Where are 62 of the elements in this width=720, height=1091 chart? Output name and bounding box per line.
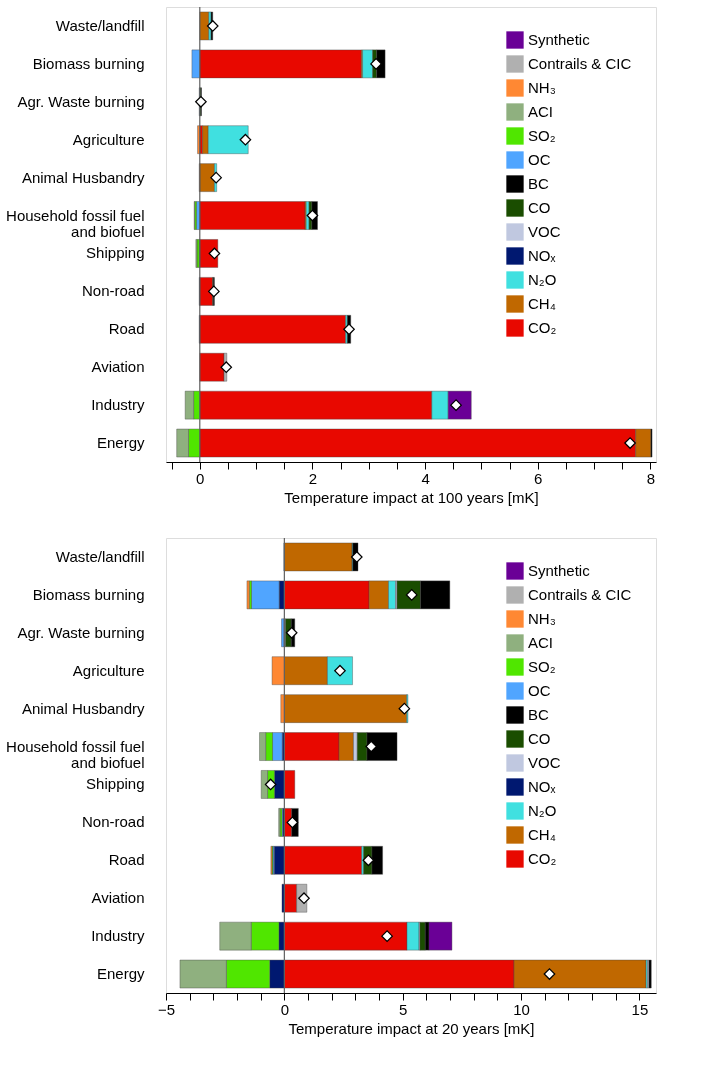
y-tick-label: Agr. Waste burning <box>17 92 145 110</box>
legend-label: Synthetic <box>528 562 591 579</box>
y-tick-label: Shipping <box>86 244 145 262</box>
x-tick-label: 4 <box>421 469 430 487</box>
y-tick-label: Biomass burning <box>32 585 145 603</box>
x-tick-label: 0 <box>280 1000 290 1018</box>
legend-label: Contrails & CIC <box>528 586 632 603</box>
y-tick-label: Industry <box>91 396 145 414</box>
y-tick-label: Waste/landfill <box>55 16 145 34</box>
legend-label: ACI <box>528 103 554 120</box>
legend-label: OC <box>528 682 551 699</box>
y-tick-label: Aviation <box>91 889 145 907</box>
legend-label: NH₃ <box>528 610 556 627</box>
y-tick-label: Waste/landfill <box>55 547 145 565</box>
x-tick-label: 10 <box>513 1000 530 1018</box>
legend-label: OC <box>528 151 551 168</box>
x-tick-label: 15 <box>631 1000 649 1018</box>
x-tick-label: 6 <box>534 469 543 487</box>
y-tick-label: Shipping <box>86 775 145 793</box>
x-axis-title: Temperature impact at 20 years [mK] <box>288 1019 535 1037</box>
x-tick-label: 5 <box>399 1000 408 1018</box>
legend-label: VOC <box>528 223 561 240</box>
y-tick-label: Non-road <box>81 813 145 831</box>
y-tick-label: Road <box>108 851 145 869</box>
legend-label: N₂O <box>528 271 557 288</box>
legend-label: BC <box>528 706 549 723</box>
legend-label: VOC <box>528 754 561 771</box>
legend-label: ACI <box>528 634 554 651</box>
legend-label: CO <box>528 730 551 747</box>
y-tick-label: Animal Husbandry <box>21 168 145 186</box>
legend-label: CH₄ <box>528 295 556 312</box>
legend-label: Contrails & CIC <box>528 55 632 72</box>
legend-label: CO <box>528 199 551 216</box>
x-tick-label: 8 <box>646 469 656 487</box>
legend-label: CO₂ <box>528 319 557 336</box>
y-tick-label: Household fossil fuel and biofuel <box>6 737 145 771</box>
legend-label: BC <box>528 175 549 192</box>
legend-label: NH₃ <box>528 79 556 96</box>
y-tick-label: Aviation <box>91 358 145 376</box>
legend-label: CH₄ <box>528 826 556 843</box>
x-tick-label: 2 <box>308 469 318 487</box>
legend-label: NOₓ <box>528 247 556 264</box>
y-tick-label: Agr. Waste burning <box>17 623 145 641</box>
y-tick-label: Animal Husbandry <box>21 699 145 717</box>
y-tick-label: Road <box>108 320 145 338</box>
legend-label: SO₂ <box>528 127 556 144</box>
legend-label: NOₓ <box>528 778 556 795</box>
y-tick-label: Non-road <box>81 282 145 300</box>
y-tick-label: Agriculture <box>72 130 145 148</box>
x-tick-label: 0 <box>196 469 205 487</box>
legend-label: N₂O <box>528 802 557 819</box>
legend-label: Synthetic <box>528 31 591 48</box>
x-tick-label: −5 <box>157 1000 176 1018</box>
y-tick-label: Agriculture <box>72 661 145 679</box>
x-axis-title: Temperature impact at 100 years [mK] <box>284 488 539 506</box>
y-tick-label: Energy <box>96 434 145 452</box>
legend-label: CO₂ <box>528 850 557 867</box>
y-tick-label: Industry <box>91 927 145 945</box>
y-tick-label: Household fossil fuel and biofuel <box>6 206 145 240</box>
legend-label: SO₂ <box>528 658 556 675</box>
y-tick-label: Energy <box>96 965 145 983</box>
y-tick-label: Biomass burning <box>32 54 145 72</box>
